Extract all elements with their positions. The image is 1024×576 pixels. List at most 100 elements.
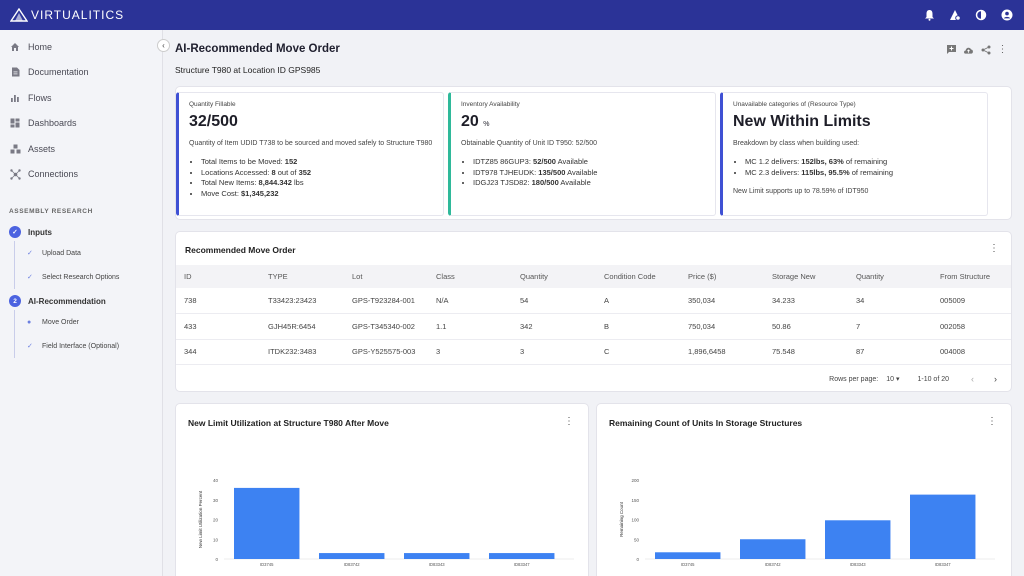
kpi-bullet-list: Total Items to be Moved: 152 Locations A…: [189, 157, 433, 199]
kpi-cards-panel: Quantity Fillable 32/500 Quantity of Ite…: [175, 86, 1012, 220]
more-vert-icon[interactable]: ⋮: [564, 416, 574, 427]
dashboard-icon: [9, 117, 21, 129]
table-row[interactable]: 433 GJH45R:6454 GPS-T345340-002 1.1 342 …: [176, 313, 1011, 340]
comment-add-icon[interactable]: [946, 44, 957, 55]
bar-chart-limit-utilization: New Limit Utilization Percent 0 10 20 30 40 ID…: [198, 478, 574, 567]
table-cell: A: [596, 288, 680, 314]
table-row[interactable]: 738 T33423:23423 GPS-T923284-001 N/A 54 …: [176, 288, 1011, 314]
table-cell: 344: [176, 339, 260, 365]
collapse-sidebar-button[interactable]: ‹: [157, 39, 170, 52]
substep-upload-data[interactable]: ✓ Upload Data: [27, 241, 162, 265]
step-complete-icon: ✓: [9, 226, 21, 238]
y-tick-label: 10: [213, 537, 219, 542]
step-ai-recommendation[interactable]: 2 AI-Recommendation: [0, 292, 162, 310]
y-tick-label: 30: [213, 498, 219, 503]
cloud-upload-icon[interactable]: [963, 44, 974, 55]
move-order-table: ID TYPE Lot Class Quantity Condition Cod…: [176, 265, 1011, 365]
kpi-description: Obtainable Quantity of Unit ID T950: 52/…: [461, 140, 598, 147]
column-header[interactable]: Condition Code: [596, 265, 680, 288]
substep-label: Upload Data: [42, 249, 81, 257]
y-tick-label: 100: [631, 518, 639, 523]
bar-ID83347[interactable]: [489, 553, 555, 559]
column-header[interactable]: TYPE: [260, 265, 344, 288]
bell-icon[interactable]: [922, 8, 936, 22]
account-icon[interactable]: [1000, 8, 1014, 22]
y-tick-label: 20: [213, 518, 219, 523]
kpi-value: 32/500: [189, 113, 238, 130]
column-header[interactable]: Price ($): [680, 265, 764, 288]
table-row[interactable]: 344 ITDK232:3483 GPS-Y525575-003 3 3 C 1…: [176, 339, 1011, 365]
x-tick-label: ID83742: [344, 562, 361, 567]
table-cell: 005009: [932, 288, 1011, 314]
kpi-description: Breakdown by class when building used:: [733, 140, 860, 147]
column-header[interactable]: Quantity: [848, 265, 932, 288]
next-page-button[interactable]: ›: [994, 374, 997, 384]
column-header[interactable]: Class: [428, 265, 512, 288]
table-cell: 750,034: [680, 313, 764, 340]
bar-ID3745[interactable]: [655, 552, 721, 559]
kpi-value: 20 %: [461, 113, 490, 130]
bar-ID83347[interactable]: [910, 494, 976, 559]
share-icon[interactable]: [980, 44, 991, 55]
kpi-card-unavailable-categories: Unavailable categories of (Resource Type…: [720, 92, 988, 216]
prev-page-button[interactable]: ‹: [971, 374, 974, 384]
pagination-range: 1-10 of 20: [917, 375, 949, 383]
sidebar-item-flows[interactable]: Flows: [0, 85, 162, 111]
contrast-icon[interactable]: [974, 8, 988, 22]
more-vert-icon[interactable]: ⋮: [987, 416, 997, 427]
rows-per-page-select[interactable]: 10 ▾: [886, 376, 900, 383]
kpi-label: Quantity Fillable: [189, 101, 236, 108]
kpi-label: Inventory Availability: [461, 101, 520, 108]
sidebar-item-dashboards[interactable]: Dashboards: [0, 111, 162, 137]
sidebar-item-home[interactable]: Home: [0, 34, 162, 60]
alert-icon[interactable]: [948, 8, 962, 22]
step-inputs[interactable]: ✓ Inputs: [0, 223, 162, 241]
substep-select-research-options[interactable]: ✓ Select Research Options: [27, 265, 162, 289]
sidebar-item-label: Documentation: [28, 67, 89, 78]
kpi-footnote: New Limit supports up to 78.59% of IDT95…: [733, 188, 869, 195]
table-cell: 7: [848, 313, 932, 340]
logo-mark-icon: [10, 8, 28, 22]
table-cell: 002058: [932, 313, 1011, 340]
sidebar-item-label: Dashboards: [28, 118, 77, 129]
sidebar-item-connections[interactable]: Connections: [0, 162, 162, 188]
column-header[interactable]: Quantity: [512, 265, 596, 288]
table-cell: GPS-Y525575-003: [344, 339, 428, 365]
more-vert-icon[interactable]: ⋮: [997, 44, 1008, 55]
table-cell: 342: [512, 313, 596, 340]
kpi-label: Unavailable categories of (Resource Type…: [733, 101, 856, 108]
substep-field-interface[interactable]: ✓ Field Interface (Optional): [27, 334, 162, 358]
substep-move-order[interactable]: ● Move Order: [27, 310, 162, 334]
table-cell: 1,896,6458: [680, 339, 764, 365]
network-icon: [9, 168, 21, 180]
brand-logo[interactable]: VIRTUALITICS: [10, 8, 124, 22]
bar-ID83742[interactable]: [319, 553, 385, 559]
column-header[interactable]: Storage New: [764, 265, 848, 288]
sidebar-item-assets[interactable]: Assets: [0, 136, 162, 162]
bar-ID83742[interactable]: [740, 539, 806, 559]
sidebar-item-documentation[interactable]: Documentation: [0, 60, 162, 86]
sidebar-item-label: Assets: [28, 143, 56, 154]
home-icon: [9, 41, 21, 53]
bar-ID83343[interactable]: [825, 520, 891, 559]
table-cell: 34.233: [764, 288, 848, 314]
column-header[interactable]: ID: [176, 265, 260, 288]
kpi-bullet: Move Cost: $1,345,232: [201, 189, 433, 200]
x-tick-label: ID83343: [850, 562, 867, 567]
bar-ID3745[interactable]: [234, 487, 300, 559]
table-cell: GPS-T923284-001: [344, 288, 428, 314]
column-header[interactable]: From Structure: [932, 265, 1011, 288]
sidebar-item-label: Connections: [28, 169, 79, 180]
sidebar-item-label: Flows: [28, 92, 52, 103]
kpi-bullet: Locations Accessed: 8 out of 352: [201, 168, 433, 179]
more-vert-icon[interactable]: ⋮: [989, 243, 999, 254]
bar-ID83343[interactable]: [404, 553, 470, 559]
y-axis-label: Remaining Count: [619, 501, 624, 537]
table-title: Recommended Move Order: [185, 245, 296, 255]
page-subtitle: Structure T980 at Location ID GPS985: [175, 65, 321, 75]
top-bar: VIRTUALITICS: [0, 0, 1024, 30]
column-header[interactable]: Lot: [344, 265, 428, 288]
x-tick-label: ID83742: [765, 562, 782, 567]
table-cell: C: [596, 339, 680, 365]
kpi-bullet: MC 1.2 delivers: 152lbs, 63% of remainin…: [745, 157, 977, 168]
